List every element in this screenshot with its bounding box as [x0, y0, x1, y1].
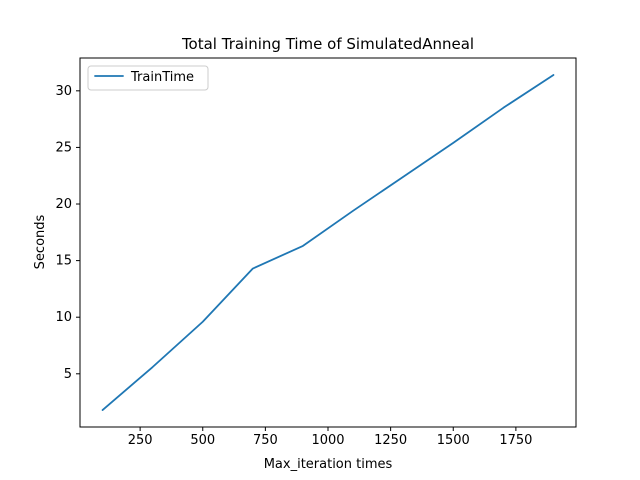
chart-title: Total Training Time of SimulatedAnneal	[181, 35, 474, 53]
x-tick-label: 250	[128, 433, 153, 448]
y-tick-label: 10	[55, 310, 72, 325]
x-tick-label: 1750	[499, 433, 532, 448]
series-line-0	[101, 74, 555, 411]
y-axis-label: Seconds	[33, 214, 48, 269]
x-tick-label: 500	[190, 433, 215, 448]
legend-box	[87, 65, 209, 91]
x-tick-label: 1000	[311, 433, 344, 448]
y-tick-label: 15	[55, 254, 72, 269]
y-tick-label: 30	[55, 84, 72, 99]
y-tick-label: 20	[55, 197, 72, 212]
x-axis-label: Max_iteration times	[264, 457, 393, 472]
x-tick-label: 750	[253, 433, 278, 448]
legend-label: TrainTime	[130, 70, 194, 85]
y-tick-label: 25	[55, 140, 72, 155]
x-tick-label: 1250	[374, 433, 407, 448]
axes-layer: 250 500 750 1000 1250 1500 1750 5 10 15 20 25 30	[55, 84, 532, 448]
plot-layer	[101, 74, 555, 411]
x-tick-label: 1500	[437, 433, 470, 448]
y-tick-label: 5	[64, 367, 72, 382]
legend: TrainTime	[87, 65, 209, 91]
